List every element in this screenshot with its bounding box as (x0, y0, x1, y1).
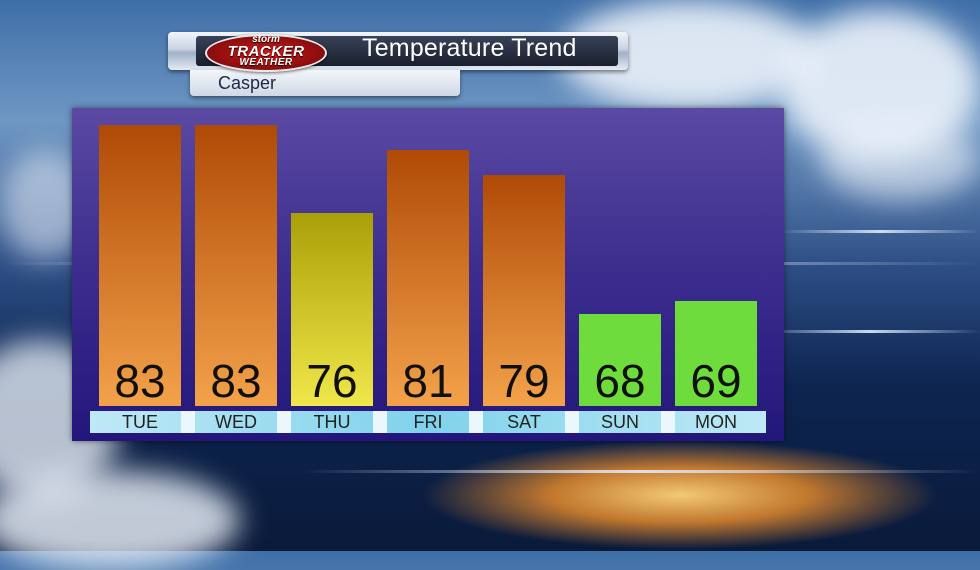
day-label-sat: SAT (507, 412, 541, 432)
bar-value-label: 83 (114, 355, 166, 407)
day-separator (661, 411, 675, 433)
day-label-thu: THU (313, 412, 351, 432)
bar-value-label: 68 (594, 355, 646, 407)
day-label-mon: MON (695, 412, 737, 432)
bar-value-label: 83 (210, 355, 262, 407)
bar-value-label: 79 (498, 355, 550, 407)
day-label-wed: WED (215, 412, 257, 432)
bar-value-label: 81 (402, 355, 454, 407)
day-label-fri: FRI (413, 412, 443, 432)
bar-tue: 83 (99, 125, 181, 406)
bar-wed: 83 (195, 125, 277, 406)
day-separator (181, 411, 195, 433)
location-bar (190, 70, 460, 96)
cloud (0, 470, 240, 570)
day-label-sun: SUN (600, 412, 639, 432)
chart-title: Temperature Trend (362, 34, 577, 62)
day-separator (277, 411, 291, 433)
bar-sun: 68 (579, 314, 661, 406)
location-label: Casper (218, 73, 277, 93)
swoosh (760, 330, 980, 333)
day-separator (565, 411, 579, 433)
cloud (820, 120, 980, 200)
day-label-tue: TUE (122, 412, 158, 432)
chart-panel: 83 83 76 81 79 68 69 TUE WED THU FRI SAT SUN MON (72, 108, 784, 441)
bar-thu: 76 (291, 213, 373, 406)
storm-tracker-logo: storm TRACKER WEATHER (205, 34, 327, 72)
swoosh (300, 470, 980, 473)
bar-sat: 79 (483, 175, 565, 406)
bar-value-label: 69 (690, 355, 742, 407)
bar-value-label: 76 (306, 355, 358, 407)
day-separator (373, 411, 387, 433)
bar-mon: 69 (675, 301, 757, 406)
day-separator (469, 411, 483, 433)
swoosh (780, 230, 980, 233)
day-labels-strip: TUE WED THU FRI SAT SUN MON (90, 411, 766, 433)
light-glow (420, 440, 940, 550)
bar-fri: 81 (387, 150, 469, 406)
